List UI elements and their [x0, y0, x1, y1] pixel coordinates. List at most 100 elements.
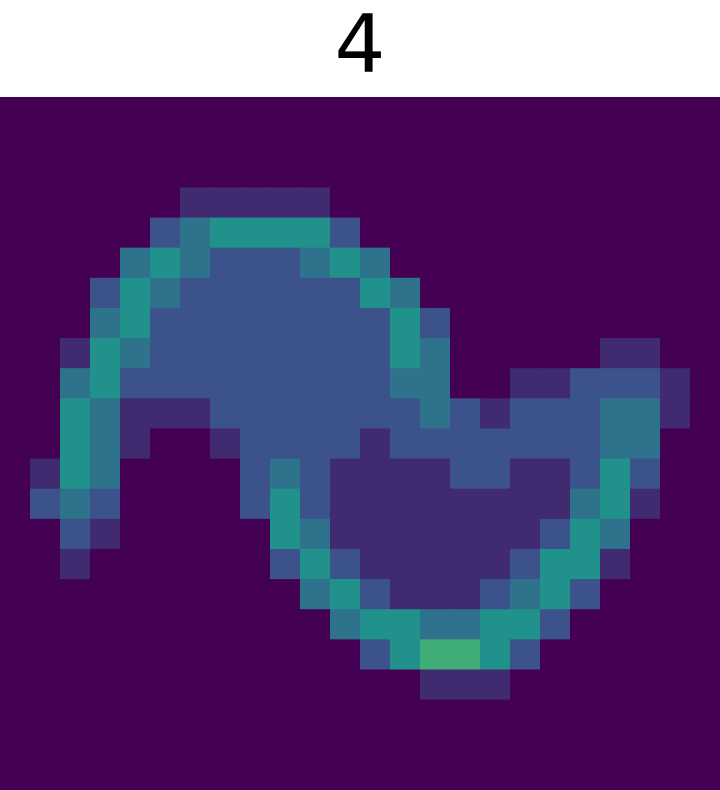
- bin: [0, 187, 31, 219]
- bin: [510, 97, 541, 128]
- bin: [450, 759, 481, 790]
- bin: [0, 428, 31, 460]
- bin: [60, 609, 91, 640]
- bin: [240, 307, 271, 339]
- bin: [390, 729, 421, 761]
- bin: [330, 398, 361, 429]
- bin: [30, 488, 61, 520]
- bin: [510, 157, 541, 188]
- bin: [600, 428, 631, 460]
- bin: [540, 669, 571, 701]
- bin: [390, 518, 421, 550]
- bin: [540, 187, 571, 219]
- bin: [270, 187, 301, 219]
- bin: [360, 518, 391, 550]
- bin: [690, 127, 720, 158]
- bin: [90, 579, 121, 610]
- bin: [330, 548, 361, 580]
- bin: [240, 518, 271, 550]
- bin: [210, 548, 241, 580]
- bin: [630, 217, 661, 249]
- bin: [630, 187, 661, 219]
- bin: [120, 428, 151, 460]
- bin: [420, 428, 451, 460]
- bin: [0, 247, 31, 279]
- bin: [270, 488, 301, 520]
- bin: [600, 579, 631, 610]
- bin: [240, 157, 271, 188]
- bin: [30, 217, 61, 249]
- bin: [210, 669, 241, 701]
- heatmap: [0, 97, 720, 790]
- bin: [60, 518, 91, 550]
- bin: [60, 368, 91, 399]
- bin: [690, 699, 720, 731]
- bin: [0, 368, 31, 399]
- bin: [360, 247, 391, 279]
- bin: [660, 127, 691, 158]
- bin: [270, 699, 301, 731]
- bin: [450, 307, 481, 339]
- bin: [30, 428, 61, 460]
- bin: [330, 247, 361, 279]
- bin: [600, 488, 631, 520]
- bin: [300, 398, 331, 429]
- bin: [60, 157, 91, 188]
- bin: [510, 488, 541, 520]
- bin: [180, 338, 211, 369]
- bin: [0, 458, 31, 490]
- bin: [600, 338, 631, 369]
- bin: [690, 729, 720, 761]
- bin: [480, 97, 511, 128]
- bin: [330, 97, 361, 128]
- bin: [30, 759, 61, 790]
- bin: [360, 338, 391, 369]
- bin: [150, 458, 181, 490]
- bin: [180, 518, 211, 550]
- bin: [600, 669, 631, 701]
- bin: [30, 729, 61, 761]
- bin: [570, 157, 601, 188]
- bin: [210, 398, 241, 429]
- bin: [600, 187, 631, 219]
- bin: [330, 759, 361, 790]
- bin: [570, 338, 601, 369]
- bin: [510, 368, 541, 399]
- bin: [240, 729, 271, 761]
- bin: [270, 368, 301, 399]
- bin: [570, 127, 601, 158]
- bin: [420, 307, 451, 339]
- bin: [360, 428, 391, 460]
- bin: [120, 157, 151, 188]
- bin: [660, 247, 691, 279]
- bin: [240, 338, 271, 369]
- bin: [420, 669, 451, 701]
- bin: [180, 307, 211, 339]
- bin: [600, 759, 631, 790]
- bin: [60, 187, 91, 219]
- bin: [360, 759, 391, 790]
- bin: [60, 699, 91, 731]
- bin: [90, 217, 121, 249]
- bin: [120, 458, 151, 490]
- bin: [360, 398, 391, 429]
- bin: [120, 729, 151, 761]
- bin: [690, 458, 720, 490]
- bin: [330, 187, 361, 219]
- bin: [540, 548, 571, 580]
- bin: [540, 729, 571, 761]
- bin: [240, 639, 271, 670]
- bin: [210, 338, 241, 369]
- bin: [120, 368, 151, 399]
- bin: [360, 368, 391, 399]
- bin: [210, 579, 241, 610]
- bin: [270, 97, 301, 128]
- bin: [150, 97, 181, 128]
- bin: [330, 338, 361, 369]
- bin: [480, 127, 511, 158]
- bin: [390, 699, 421, 731]
- bin: [540, 368, 571, 399]
- bin: [600, 127, 631, 158]
- bin: [90, 127, 121, 158]
- bin: [510, 277, 541, 309]
